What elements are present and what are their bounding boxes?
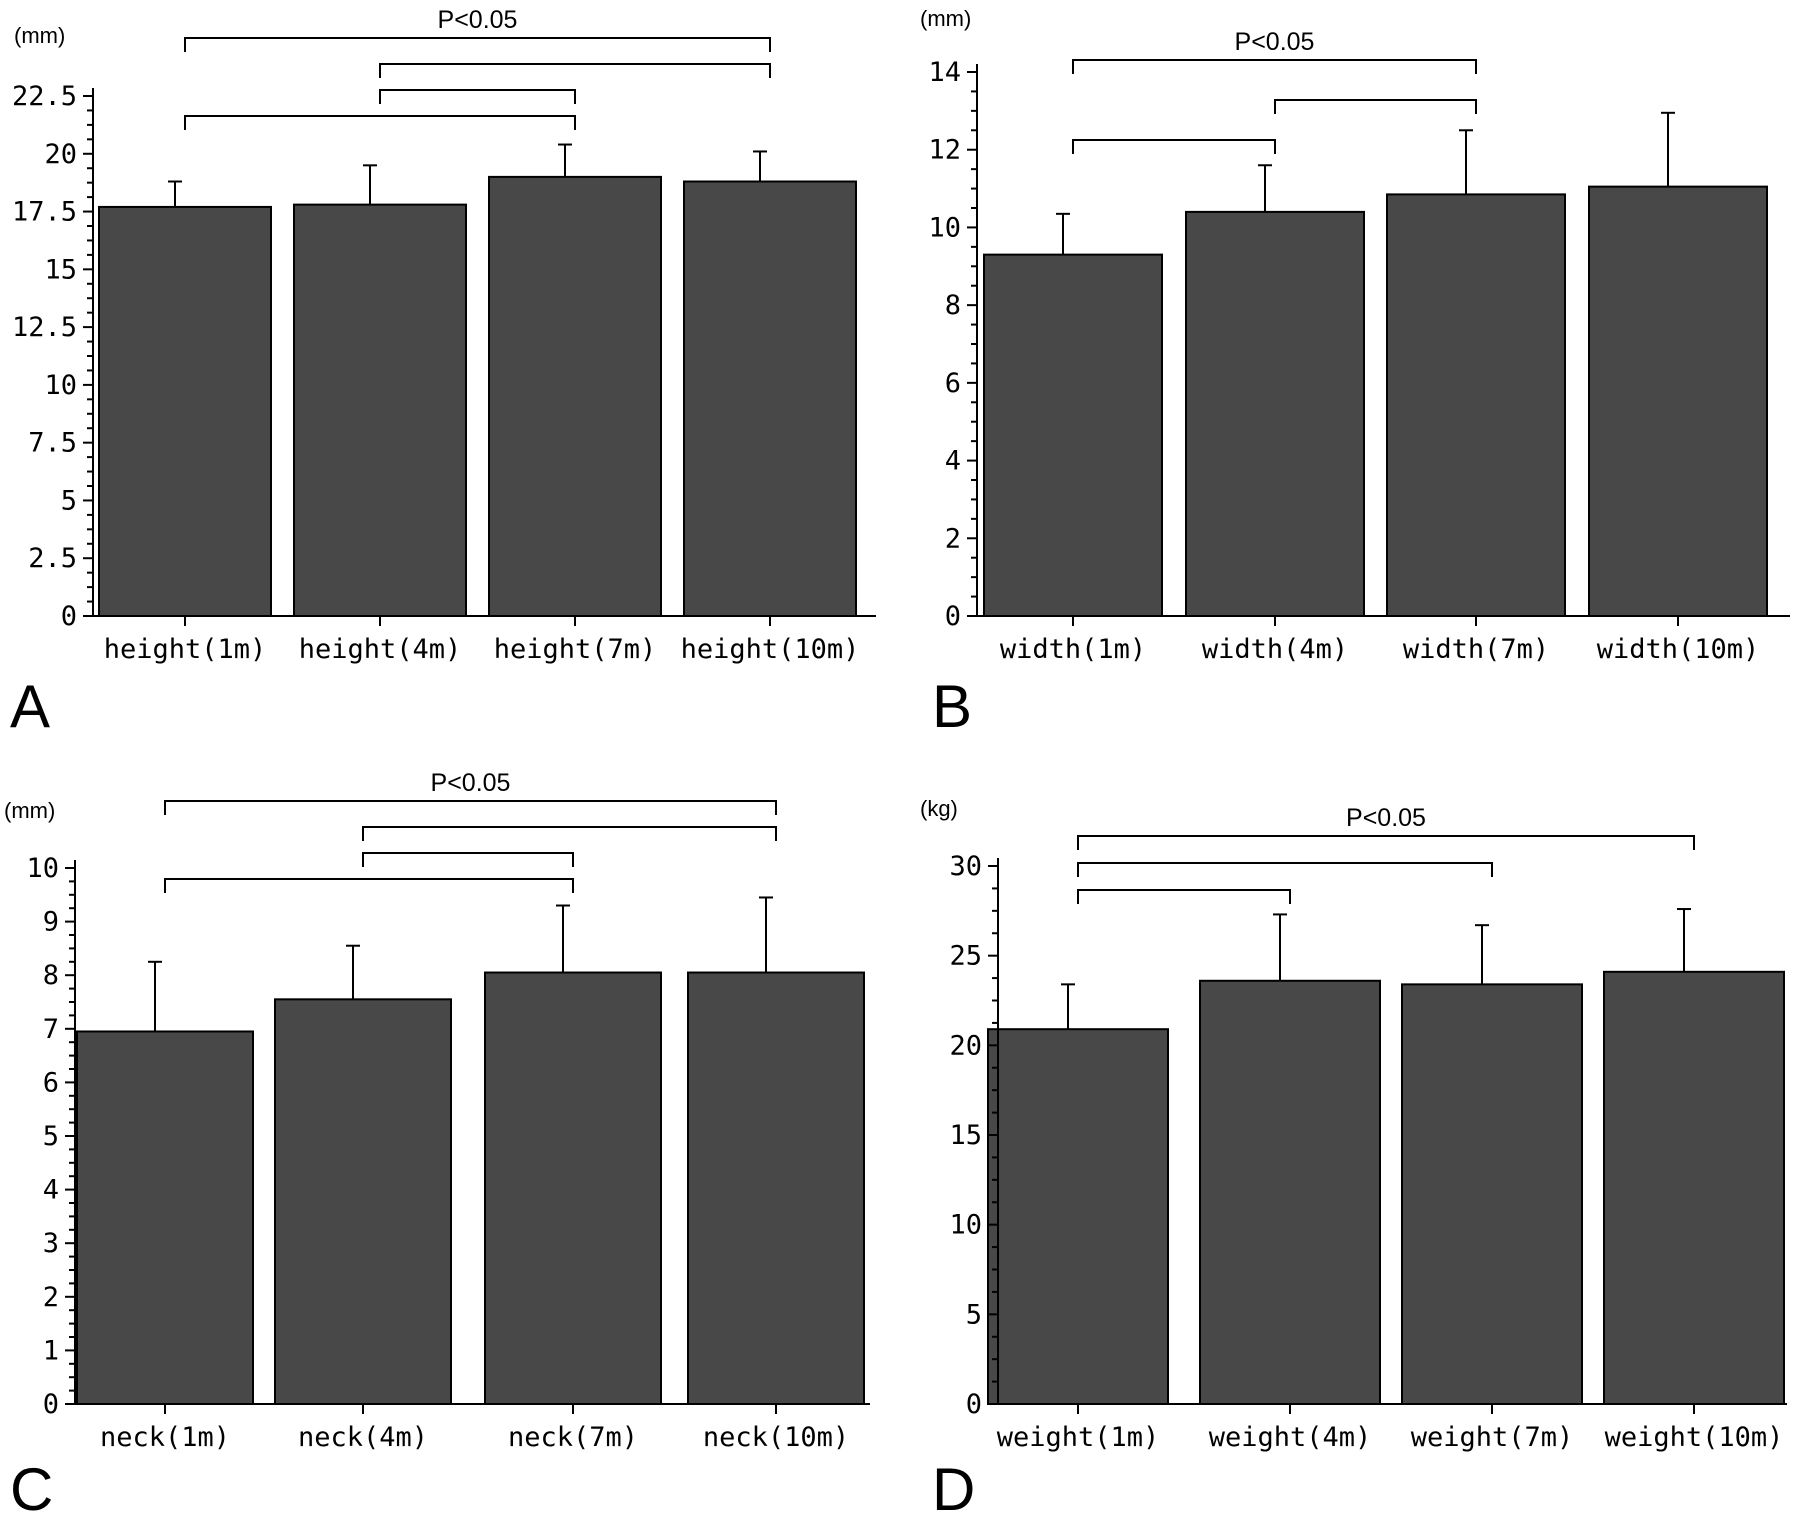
x-tick-label: width(10m) [1597,634,1760,665]
y-tick-label: 17.5 [12,197,77,228]
unit-label: (mm) [4,798,55,823]
y-tick-label: 10 [928,212,961,243]
significance-bracket [164,878,574,893]
x-tick-label: neck(10m) [703,1422,849,1453]
significance-bracket [1077,835,1695,850]
x-tick-label: width(7m) [1403,634,1549,665]
unit-label: (mm) [920,6,971,31]
y-tick-label: 10 [44,370,77,401]
x-tick-label: neck(7m) [508,1422,638,1453]
y-tick-label: 15 [44,254,77,285]
y-tick-label: 6 [43,1067,59,1098]
y-tick-label: 9 [43,907,59,938]
bar-4 [1603,970,1785,1405]
y-tick-label: 25 [949,941,982,972]
y-tick-label: 10 [949,1210,982,1241]
panel-letter: A [10,673,50,740]
x-tick-label: weight(7m) [1411,1422,1574,1453]
significance-label: P<0.05 [1235,28,1315,56]
unit-label: (kg) [920,796,958,821]
bar-1 [76,1030,254,1405]
y-tick-label: 20 [44,139,77,170]
significance-bracket [1077,862,1493,877]
x-tick-label: height(1m) [104,634,267,665]
significance-bracket [184,115,576,130]
y-tick-label: 0 [61,601,77,632]
bar-3 [1386,193,1566,617]
y-tick-label: 2 [43,1282,59,1313]
significance-bracket [1072,139,1276,154]
y-tick-label: 3 [43,1228,59,1259]
bar-2 [1199,979,1381,1405]
y-tick-label: 0 [945,601,961,632]
y-tick-label: 2 [945,523,961,554]
y-tick-label: 8 [945,290,961,321]
y-tick-label: 22.5 [12,81,77,112]
bar-4 [1588,185,1768,617]
y-tick-label: 20 [949,1030,982,1061]
x-tick-label: height(10m) [681,634,860,665]
y-tick-label: 30 [949,851,982,882]
y-tick-label: 5 [61,485,77,516]
x-tick-label: width(1m) [1000,634,1146,665]
significance-label: P<0.05 [431,769,511,797]
y-tick-label: 2.5 [28,543,77,574]
significance-bracket [1077,889,1291,904]
panel-b: 0 2 4 6 8 10 12 14 width(1m) width(4m) width(7m) wi… [920,6,1790,740]
y-tick-label: 5 [43,1121,59,1152]
panel-letter: C [10,1456,53,1520]
y-tick-label: 15 [949,1120,982,1151]
x-tick-label: neck(1m) [100,1422,230,1453]
y-tick-label: 8 [43,960,59,991]
significance-bracket [362,826,777,841]
y-tick-label: 5 [966,1299,982,1330]
bar-3 [1401,983,1583,1405]
panel-letter: B [932,673,972,740]
y-tick-label: 12.5 [12,312,77,343]
significance-bracket [379,63,771,78]
y-tick-label: 7 [43,1014,59,1045]
y-tick-label: 6 [945,368,961,399]
x-tick-label: height(4m) [299,634,462,665]
significance-bracket [379,89,576,104]
bar-2 [293,203,467,617]
significance-label: P<0.05 [1346,804,1426,832]
y-tick-label: 4 [43,1175,59,1206]
x-tick-label: neck(4m) [298,1422,428,1453]
bar-1 [98,205,272,618]
y-tick-label: 10 [26,853,59,884]
bar-4 [683,180,857,617]
bar-1 [987,1028,1169,1406]
unit-label: (mm) [14,23,65,48]
panel-letter: D [932,1456,975,1520]
significance-bracket [362,852,574,867]
significance-bracket [1274,99,1477,114]
y-tick-label: 0 [966,1389,982,1420]
y-tick-label: 12 [928,135,961,166]
panel-c: 0 1 2 3 4 5 6 7 8 9 10 neck(1m) neck(4m) neck(7m) neck… [4,769,870,1520]
significance-label: P<0.05 [438,6,518,34]
significance-bracket [184,37,771,52]
panel-d: 0 5 10 15 20 25 30 weight(1m) weight(4m) weight(7… [920,796,1787,1520]
x-tick-label: width(4m) [1202,634,1348,665]
x-tick-label: weight(4m) [1209,1422,1372,1453]
y-tick-label: 1 [43,1335,59,1366]
bar-3 [488,175,662,617]
x-tick-label: height(7m) [494,634,657,665]
bar-2 [1185,210,1365,617]
bar-4 [687,971,865,1406]
x-tick-label: weight(10m) [1605,1422,1784,1453]
x-tick-label: weight(1m) [997,1422,1160,1453]
bar-1 [983,253,1163,617]
y-tick-label: 4 [945,446,961,477]
bar-2 [274,998,452,1405]
significance-bracket [1072,59,1477,74]
y-tick-label: 0 [43,1389,59,1420]
y-tick-label: 14 [928,57,961,88]
y-tick-label: 7.5 [28,428,77,459]
bar-3 [484,971,662,1406]
significance-bracket [164,800,777,815]
panel-a: 0 2.5 5 7.5 10 12.5 15 17.5 20 22.5 height(1m) heig… [10,6,876,740]
